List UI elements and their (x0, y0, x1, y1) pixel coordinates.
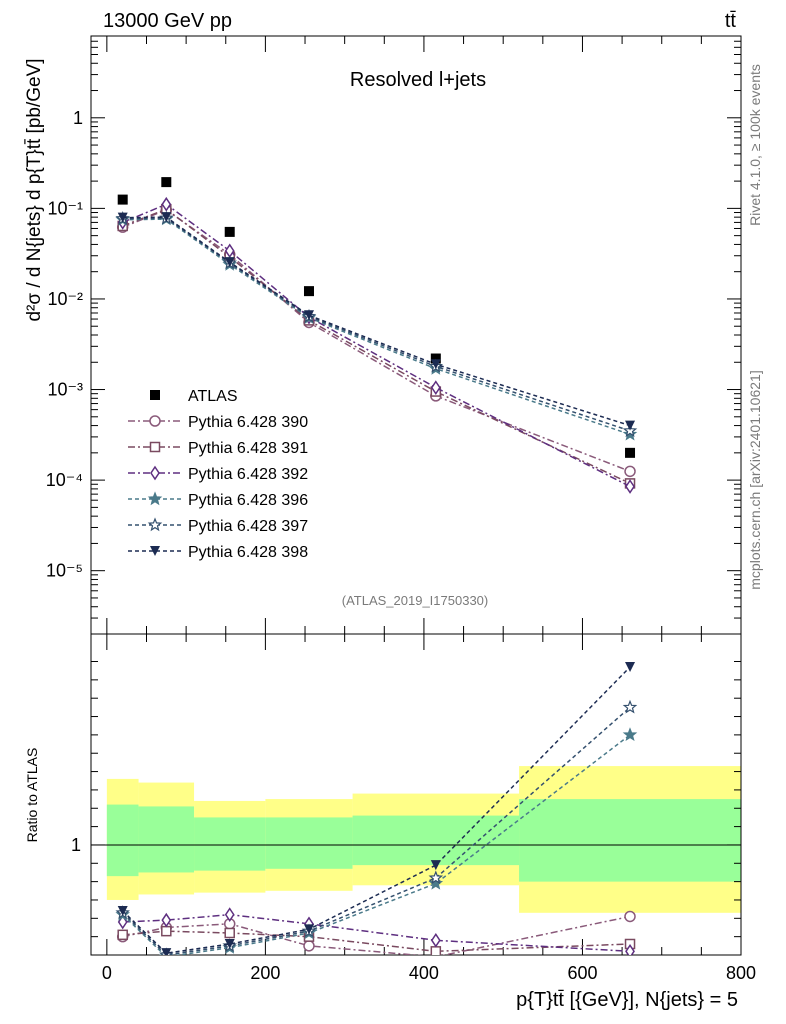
ratio-line-5 (122, 666, 631, 954)
mcplots-label: mcplots.cern.ch [arXiv:2401.10621] (747, 370, 763, 589)
legend-marker (147, 491, 163, 506)
data-point (430, 359, 441, 370)
legend-marker (147, 517, 163, 532)
ratio-point (303, 940, 315, 952)
ratio-panel-frame (90, 633, 742, 956)
legend-label: Pythia 6.428 396 (188, 492, 308, 509)
ratio-point (303, 924, 314, 935)
data-point (161, 212, 172, 223)
data-point (430, 380, 441, 395)
data-point (303, 286, 314, 297)
legend-marker (149, 415, 161, 427)
legend-label: Pythia 6.428 397 (188, 518, 308, 535)
y-tick-label: 10⁻⁵ (46, 561, 83, 581)
main-y-axis: 1 10⁻¹ 10⁻² 10⁻³ 10⁻⁴ 10⁻⁵ (46, 35, 741, 635)
series-line-3 (122, 203, 631, 488)
ratio-line-1 (122, 930, 631, 953)
legend-label: Pythia 6.428 390 (188, 414, 308, 431)
ratio-point (117, 905, 128, 916)
ratio-point (625, 943, 635, 955)
x-tick-label: 800 (726, 963, 756, 983)
band-green (138, 806, 195, 873)
ratio-point (622, 727, 638, 742)
legend-marker (150, 546, 160, 556)
ratio-point (224, 907, 235, 922)
y-tick-label: 1 (73, 108, 83, 128)
legend-label: Pythia 6.428 398 (188, 544, 308, 561)
x-tick-label: 200 (250, 963, 280, 983)
ratio-y-tick-label: 1 (71, 835, 81, 855)
ratio-line-4 (122, 706, 631, 955)
band-green (519, 799, 741, 882)
data-point (625, 479, 635, 494)
band-green (106, 804, 139, 877)
legend-marker (150, 390, 160, 400)
x-tick-label: 600 (567, 963, 597, 983)
x-tick-label: 0 (102, 963, 112, 983)
ratio-y-axis-title: Ratio to ATLAS (24, 748, 40, 843)
data-point (161, 196, 172, 212)
ratio-point (430, 946, 442, 955)
data-point (303, 310, 314, 321)
series-line-6 (122, 216, 631, 427)
ratio-point (428, 870, 444, 885)
process-label: tt̄ (725, 10, 737, 32)
ratio-series (115, 662, 638, 955)
ratio-point (624, 910, 636, 923)
data-point (625, 447, 636, 458)
ratio-point (117, 929, 128, 941)
ratio-uncertainty-bands (106, 766, 741, 913)
ratio-point (224, 927, 235, 939)
x-axis-title: p{T}tt̄ [{GeV}], N{jets} = 5 (516, 989, 738, 1011)
data-point (117, 194, 128, 205)
data-point (224, 257, 235, 268)
legend-label: ATLAS (188, 388, 238, 405)
legend-label: Pythia 6.428 391 (188, 440, 308, 457)
legend: ATLAS Pythia 6.428 390 Pythia 6.428 391 Pyt… (128, 388, 308, 561)
x-tick-label: 400 (409, 963, 439, 983)
legend-label: Pythia 6.428 392 (188, 466, 308, 483)
ratio-point (161, 948, 172, 955)
rivet-label: Rivet 4.1.0, ≥ 100k events (747, 64, 763, 226)
data-point (117, 212, 128, 223)
data-point (224, 226, 235, 237)
series-line-4 (122, 218, 631, 436)
ratio-line-3 (122, 734, 631, 955)
ratio-point (428, 875, 444, 890)
ratio-point (224, 938, 235, 949)
ratio-point (622, 699, 638, 714)
x-axis: 0 200 400 600 800 (102, 36, 756, 983)
band-green (265, 817, 353, 869)
ratio-y-axis: 1 (71, 661, 741, 938)
legend-marker (150, 465, 160, 481)
plot-title: Resolved l+jets (350, 69, 486, 91)
data-point (625, 420, 636, 431)
legend-marker (149, 441, 161, 453)
analysis-id: (ATLAS_2019_I1750330) (342, 593, 488, 608)
data-point (430, 353, 441, 364)
ratio-point (161, 912, 172, 928)
y-tick-label: 10⁻⁴ (46, 470, 83, 490)
ratio-line-2 (122, 913, 631, 953)
data-point (624, 465, 636, 478)
ratio-point (430, 932, 441, 948)
y-tick-label: 10⁻³ (47, 380, 83, 400)
band-green (194, 817, 266, 871)
series-line-5 (122, 217, 631, 432)
main-series (115, 177, 638, 494)
y-tick-label: 10⁻² (47, 289, 83, 309)
ratio-point (161, 925, 172, 937)
band-green (352, 815, 520, 866)
ratio-point (430, 860, 441, 871)
y-tick-label: 10⁻¹ (47, 198, 83, 218)
y-axis-title: d²σ / d N{jets} d p{T}tt̄ [pb/GeV] (24, 58, 45, 321)
energy-label: 13000 GeV pp (103, 10, 232, 32)
ratio-point (625, 662, 636, 673)
data-point (161, 177, 172, 188)
